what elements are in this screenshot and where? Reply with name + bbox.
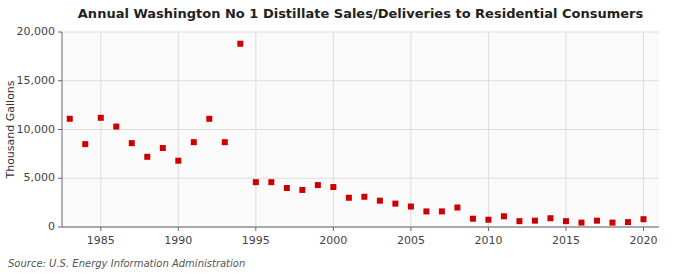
point (144, 154, 150, 160)
point (423, 208, 429, 214)
point (191, 139, 197, 145)
point (160, 145, 166, 151)
y-grid-line (62, 227, 659, 228)
point (377, 198, 383, 204)
x-grid-line (643, 32, 644, 227)
point (392, 201, 398, 207)
point (454, 205, 460, 211)
point (206, 116, 212, 122)
point (330, 184, 336, 190)
point (284, 185, 290, 191)
x-tick (565, 227, 566, 231)
x-tick-label: 2000 (319, 234, 347, 247)
y-tick-label: 5,000 (24, 171, 56, 184)
x-tick-label: 2005 (397, 234, 425, 247)
y-grid-line (62, 129, 659, 130)
grid (62, 32, 659, 227)
point (315, 182, 321, 188)
x-axis-line (62, 227, 659, 228)
y-tick-label: 15,000 (17, 74, 56, 87)
y-axis-label: Thousand Gallons (4, 80, 17, 179)
point (268, 179, 274, 185)
x-tick (643, 227, 644, 231)
x-tick (178, 227, 179, 231)
x-grid-line (178, 32, 179, 227)
point (625, 219, 631, 225)
point (439, 208, 445, 214)
point (82, 141, 88, 147)
point (609, 220, 615, 226)
y-tick (58, 178, 62, 179)
point (361, 194, 367, 200)
point (532, 218, 538, 224)
point (408, 204, 414, 210)
x-tick (488, 227, 489, 231)
title: Annual Washington No 1 Distillate Sales/… (78, 6, 644, 21)
x-grid-line (255, 32, 256, 227)
point (237, 41, 243, 47)
plot-background (62, 32, 659, 227)
source-note: Source: U.S. Energy Information Administ… (8, 258, 245, 269)
point (516, 218, 522, 224)
point (98, 115, 104, 121)
x-tick (410, 227, 411, 231)
x-grid-line (100, 32, 101, 227)
point (547, 215, 553, 221)
y-grid-line (62, 178, 659, 179)
points (67, 41, 647, 226)
x-tick (255, 227, 256, 231)
x-tick (333, 227, 334, 231)
point (253, 179, 259, 185)
point (346, 195, 352, 201)
chart-container: 0 5,000 10,000 15,000 20,000 1985 1990 1995 2000… (0, 0, 675, 275)
x-tick-label: 2010 (474, 234, 502, 247)
x-tick-label: 2020 (629, 234, 657, 247)
y-tick (58, 227, 62, 228)
y-grid-line (62, 32, 659, 33)
y-tick-label: 20,000 (17, 25, 56, 38)
point (175, 158, 181, 164)
y-tick (58, 129, 62, 130)
y-axis-line (62, 32, 63, 227)
x-grid-line (333, 32, 334, 227)
x-tick (100, 227, 101, 231)
point (563, 218, 569, 224)
point (594, 218, 600, 224)
x-tick-label: 1995 (242, 234, 270, 247)
point (640, 216, 646, 222)
point (129, 140, 135, 146)
point (299, 187, 305, 193)
chart: 0 5,000 10,000 15,000 20,000 1985 1990 1995 2000… (0, 0, 675, 275)
y-tick-label: 10,000 (17, 123, 56, 136)
x-tick-label: 1985 (87, 234, 115, 247)
point (113, 124, 119, 130)
point (578, 220, 584, 226)
point (470, 216, 476, 222)
y-tick (58, 32, 62, 33)
x-grid-line (488, 32, 489, 227)
point (67, 116, 73, 122)
y-grid-line (62, 80, 659, 81)
axes: 0 5,000 10,000 15,000 20,000 1985 1990 1995 2000… (17, 25, 660, 247)
point (501, 213, 507, 219)
x-grid-line (410, 32, 411, 227)
x-grid-line (565, 32, 566, 227)
point (222, 139, 228, 145)
point (485, 217, 491, 223)
y-tick (58, 80, 62, 81)
y-tick-label: 0 (48, 220, 55, 233)
x-tick-label: 1990 (164, 234, 192, 247)
x-tick-label: 2015 (552, 234, 580, 247)
